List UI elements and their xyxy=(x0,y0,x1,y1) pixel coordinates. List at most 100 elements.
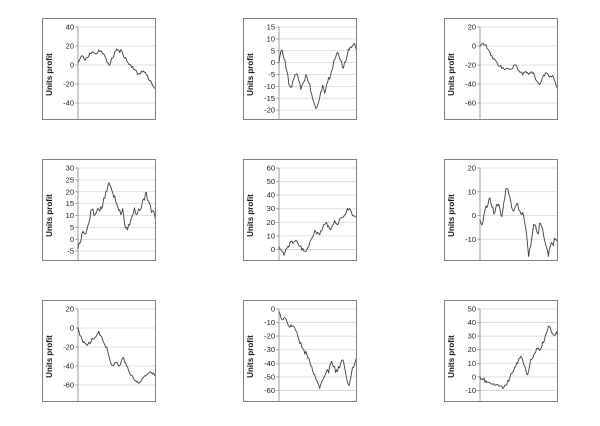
y-tick-label: -20 xyxy=(63,343,74,352)
y-tick-label: -40 xyxy=(465,80,476,89)
y-tick-label: -25 xyxy=(264,118,275,121)
profit-series-line xyxy=(278,208,356,256)
y-tick-label: 20 xyxy=(66,42,74,51)
y-tick-label: 0 xyxy=(70,235,74,244)
y-tick-label: 20 xyxy=(468,23,476,32)
profit-series-line xyxy=(77,327,155,384)
y-tick-label: -10 xyxy=(63,259,74,262)
y-tick-label: -60 xyxy=(63,381,74,390)
y-tick-label: -80 xyxy=(465,118,476,121)
y-tick-label: 0 xyxy=(271,305,275,314)
y-tick-label: 0 xyxy=(472,372,476,381)
profit-series-line xyxy=(479,42,557,89)
y-tick-label: 50 xyxy=(267,177,275,186)
y-tick-label: 30 xyxy=(66,164,74,173)
y-axis-title: Units profit xyxy=(246,53,255,96)
y-tick-label: 40 xyxy=(267,191,275,200)
y-axis-title: Units profit xyxy=(45,53,54,96)
profit-series-line xyxy=(278,42,356,109)
line-chart: 200-20-40-60-8005001000WagersUnits profi… xyxy=(45,305,155,403)
y-tick-label: -10 xyxy=(264,259,275,262)
y-tick-label: -10 xyxy=(264,318,275,327)
y-axis-title: Units profit xyxy=(45,194,54,237)
y-tick-label: 10 xyxy=(267,34,275,43)
y-tick-label: -20 xyxy=(264,332,275,341)
y-tick-label: -40 xyxy=(63,99,74,108)
y-tick-label: -5 xyxy=(67,247,74,256)
y-tick-label: -70 xyxy=(264,400,275,403)
y-tick-label: -20 xyxy=(465,61,476,70)
y-tick-label: 20 xyxy=(468,345,476,354)
profit-series-line xyxy=(479,188,557,257)
y-tick-label: -10 xyxy=(465,235,476,244)
y-tick-label: 5 xyxy=(70,223,74,232)
y-tick-label: -50 xyxy=(264,372,275,381)
y-axis-title: Units profit xyxy=(246,335,255,378)
y-tick-label: 25 xyxy=(66,175,74,184)
y-tick-label: 60 xyxy=(267,164,275,173)
y-axis-title: Units profit xyxy=(246,194,255,237)
y-tick-label: 30 xyxy=(468,332,476,341)
y-tick-label: 20 xyxy=(66,305,74,314)
y-tick-label: 50 xyxy=(468,305,476,314)
y-tick-label: -10 xyxy=(465,386,476,395)
chart-panel-r3c2: 0-10-20-30-40-50-60-7005001000WagersUnit… xyxy=(243,300,357,402)
y-axis-title: Units profit xyxy=(447,335,456,378)
y-tick-label: 40 xyxy=(66,23,74,32)
y-tick-label: -40 xyxy=(264,359,275,368)
y-tick-label: -5 xyxy=(268,70,275,79)
y-tick-label: -20 xyxy=(63,80,74,89)
y-tick-label: 20 xyxy=(267,218,275,227)
y-tick-label: -20 xyxy=(465,400,476,403)
y-tick-label: 0 xyxy=(271,58,275,67)
y-tick-label: 0 xyxy=(70,61,74,70)
y-tick-label: -20 xyxy=(264,106,275,115)
y-tick-label: -20 xyxy=(465,259,476,262)
y-tick-label: 0 xyxy=(472,211,476,220)
profit-series-line xyxy=(77,182,155,250)
y-tick-label: -60 xyxy=(465,99,476,108)
y-tick-label: -60 xyxy=(63,118,74,121)
y-tick-label: 20 xyxy=(66,187,74,196)
y-axis-title: Units profit xyxy=(447,194,456,237)
line-chart: 200-20-40-60-8005001000WagersUnits profi… xyxy=(447,23,557,121)
profit-series-line xyxy=(479,325,557,390)
y-tick-label: 10 xyxy=(468,359,476,368)
y-tick-label: -10 xyxy=(264,82,275,91)
y-tick-label: 20 xyxy=(468,164,476,173)
chart-panel-r1c2: 151050-5-10-15-20-2505001000WagersUnits … xyxy=(243,18,357,120)
y-tick-label: 15 xyxy=(66,199,74,208)
y-tick-label: -30 xyxy=(264,345,275,354)
y-axis-title: Units profit xyxy=(45,335,54,378)
y-tick-label: 5 xyxy=(271,46,275,55)
profit-series-line xyxy=(278,311,356,389)
y-tick-label: 15 xyxy=(267,23,275,32)
y-tick-label: 10 xyxy=(66,211,74,220)
y-tick-label: 10 xyxy=(267,231,275,240)
y-tick-label: 0 xyxy=(271,245,275,254)
y-tick-label: 0 xyxy=(70,324,74,333)
line-chart: 151050-5-10-15-20-2505001000WagersUnits … xyxy=(246,23,356,121)
profit-series-line xyxy=(77,48,155,89)
y-tick-label: 40 xyxy=(468,318,476,327)
chart-panel-r1c3: 200-20-40-60-8005001000WagersUnits profi… xyxy=(444,18,558,120)
y-tick-label: -80 xyxy=(63,400,74,403)
line-chart: 0-10-20-30-40-50-60-7005001000WagersUnit… xyxy=(246,305,356,403)
y-tick-label: -40 xyxy=(63,362,74,371)
y-tick-label: 10 xyxy=(468,187,476,196)
y-tick-label: -15 xyxy=(264,94,275,103)
y-tick-label: 0 xyxy=(472,42,476,51)
y-tick-label: 30 xyxy=(267,204,275,213)
y-tick-label: -60 xyxy=(264,386,275,395)
